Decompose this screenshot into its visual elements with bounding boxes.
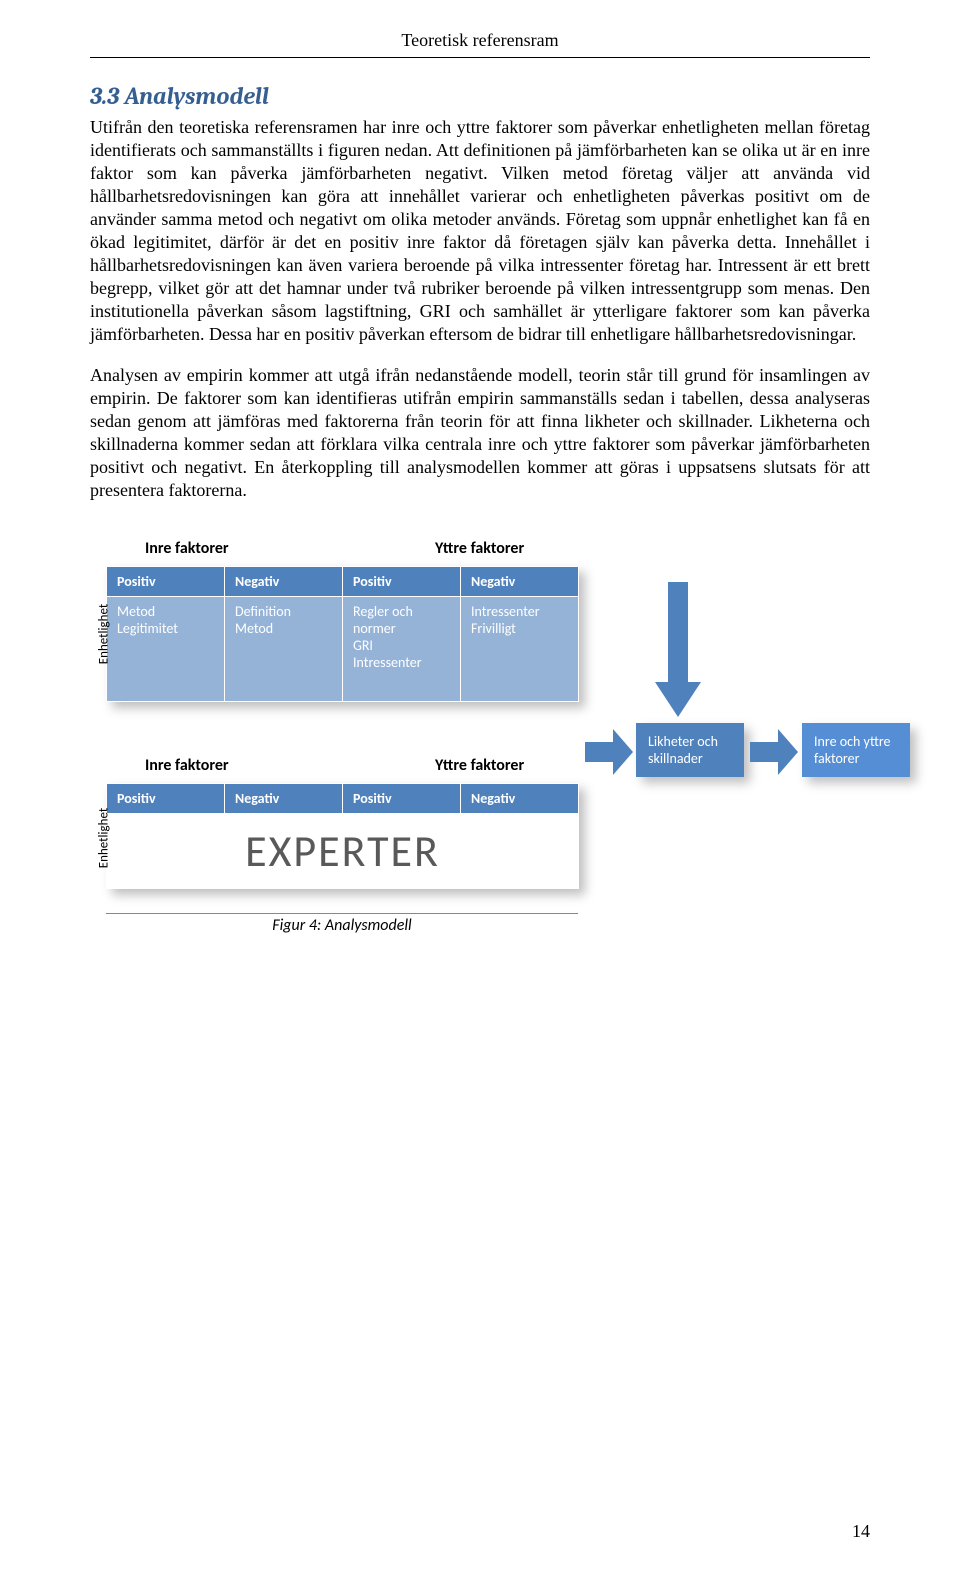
group-label-inre: Inre faktorer — [80, 756, 395, 775]
vertical-label-top: Enhetlighet — [97, 603, 112, 663]
th-negativ: Negativ — [461, 783, 579, 813]
top-table-block: Inre faktorer Yttre faktorer Enhetlighet… — [80, 539, 880, 702]
paragraph-2: Analysen av empirin kommer att utgå ifrå… — [90, 364, 870, 502]
figure-caption: Figur 4: Analysmodell — [106, 916, 578, 935]
table-header-row: Positiv Negativ Positiv Negativ — [107, 783, 579, 813]
top-table: Positiv Negativ Positiv Negativ Metod Le… — [106, 566, 579, 702]
table-cell: Definition Metod — [225, 596, 343, 701]
experter-cell: EXPERTER — [107, 813, 579, 888]
table-cell: Regler och normer GRI Intressenter — [343, 596, 461, 701]
paragraph-1: Utifrån den teoretiska referensramen har… — [90, 116, 870, 346]
th-positiv: Positiv — [107, 566, 225, 596]
th-negativ: Negativ — [225, 566, 343, 596]
group-label-yttre: Yttre faktorer — [395, 539, 685, 558]
th-positiv: Positiv — [107, 783, 225, 813]
page-number: 14 — [852, 1521, 870, 1542]
group-label-yttre: Yttre faktorer — [395, 756, 685, 775]
running-header: Teoretisk referensram — [90, 30, 870, 51]
section-title: 3.3 Analysmodell — [90, 82, 870, 110]
table-header-row: Positiv Negativ Positiv Negativ — [107, 566, 579, 596]
experter-row: EXPERTER — [107, 813, 579, 888]
th-positiv: Positiv — [343, 566, 461, 596]
table-row: Metod LegitimitetDefinition MetodRegler … — [107, 596, 579, 701]
th-negativ: Negativ — [225, 783, 343, 813]
table-cell: Intressenter Frivilligt — [461, 596, 579, 701]
vertical-label-bottom: Enhetlighet — [97, 807, 112, 867]
bottom-table: Positiv Negativ Positiv Negativ EXPERTER — [106, 783, 579, 889]
caption-rule — [106, 913, 578, 914]
table-cell: Metod Legitimitet — [107, 596, 225, 701]
header-rule — [90, 57, 870, 58]
th-negativ: Negativ — [461, 566, 579, 596]
bottom-table-block: Inre faktorer Yttre faktorer Enhetlighet… — [80, 756, 880, 889]
group-label-inre: Inre faktorer — [80, 539, 395, 558]
arrow-down-icon — [655, 582, 701, 717]
th-positiv: Positiv — [343, 783, 461, 813]
analysis-model-diagram: Inre faktorer Yttre faktorer Enhetlighet… — [80, 539, 880, 935]
